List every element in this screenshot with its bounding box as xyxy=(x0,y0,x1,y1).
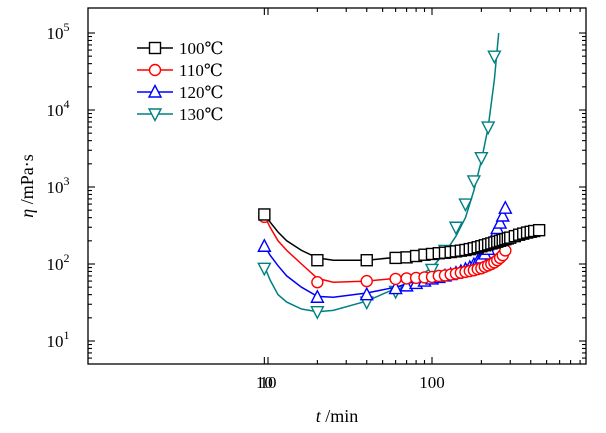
legend-label: 130℃ xyxy=(179,105,224,124)
data-point xyxy=(360,274,373,288)
legend-label: 120℃ xyxy=(179,83,224,102)
y-tick-exponent: 2 xyxy=(64,251,70,265)
data-point xyxy=(495,207,510,222)
data-point xyxy=(257,238,272,252)
legend-marker xyxy=(148,63,162,77)
y-axis-unit: /mPa·s xyxy=(17,154,37,209)
legend-item: 120℃ xyxy=(137,83,224,102)
y-tick-base: 10 xyxy=(47,178,64,197)
data-point xyxy=(258,208,271,221)
y-tick-exponent: 3 xyxy=(64,174,70,188)
data-point xyxy=(424,263,440,278)
y-tick-exponent: 4 xyxy=(64,97,70,111)
data-point xyxy=(492,215,508,229)
y-tick-base: 10 xyxy=(47,101,64,120)
data-point xyxy=(311,254,324,267)
data-point xyxy=(388,280,403,295)
data-point xyxy=(360,254,373,267)
y-tick-base: 10 xyxy=(47,255,64,274)
data-point xyxy=(458,198,473,213)
legend-label: 110℃ xyxy=(179,61,223,80)
data-point xyxy=(310,289,325,303)
series-circle xyxy=(258,210,512,289)
legend-marker xyxy=(148,41,162,55)
legend-marker xyxy=(147,108,163,123)
plot-frame xyxy=(87,7,587,365)
legend-label: 100℃ xyxy=(179,39,224,58)
y-tick-label: 105 xyxy=(47,20,70,43)
legend-marker xyxy=(147,83,163,98)
x-axis-unit: /min xyxy=(321,406,359,426)
legend-item: 110℃ xyxy=(137,61,223,80)
y-tick-exponent: 1 xyxy=(64,328,70,342)
series-square xyxy=(258,208,546,267)
series-layer xyxy=(257,32,546,320)
legend: 100℃ 110℃ 120℃ 130℃ xyxy=(137,39,224,124)
data-point xyxy=(389,251,402,265)
data-point xyxy=(448,221,464,236)
axis-frame-group xyxy=(87,7,587,365)
data-point xyxy=(498,200,513,214)
data-point xyxy=(481,121,496,136)
data-point xyxy=(487,50,502,65)
data-point xyxy=(310,306,325,320)
data-point xyxy=(311,276,324,289)
data-point xyxy=(474,152,489,166)
axis-ticks xyxy=(88,8,586,364)
y-tick-label: 104 xyxy=(47,97,70,120)
y-tick-base: 10 xyxy=(47,24,64,43)
data-point xyxy=(532,223,546,237)
data-point xyxy=(257,262,272,277)
data-point xyxy=(359,286,374,301)
y-tick-label: 102 xyxy=(47,251,70,274)
x-axis-variable: t xyxy=(316,406,322,426)
series-triangle-down xyxy=(257,32,502,320)
y-tick-exponent: 5 xyxy=(64,20,70,34)
data-point xyxy=(466,175,482,189)
x-tick-label: 10 xyxy=(260,373,277,392)
y-tick-label: 101 xyxy=(47,328,70,351)
y-axis-variable: η xyxy=(17,209,37,218)
legend-item: 130℃ xyxy=(137,105,224,124)
x-tick-label: 10 xyxy=(256,373,273,392)
y-axis-title: η /mPa·s xyxy=(17,154,37,217)
y-tick-base: 10 xyxy=(47,332,64,351)
x-tick-label: 100 xyxy=(419,373,445,392)
y-tick-label: 103 xyxy=(47,174,70,197)
x-axis-title: t /min xyxy=(316,406,359,426)
legend-item: 100℃ xyxy=(137,39,224,58)
data-point xyxy=(389,272,402,286)
